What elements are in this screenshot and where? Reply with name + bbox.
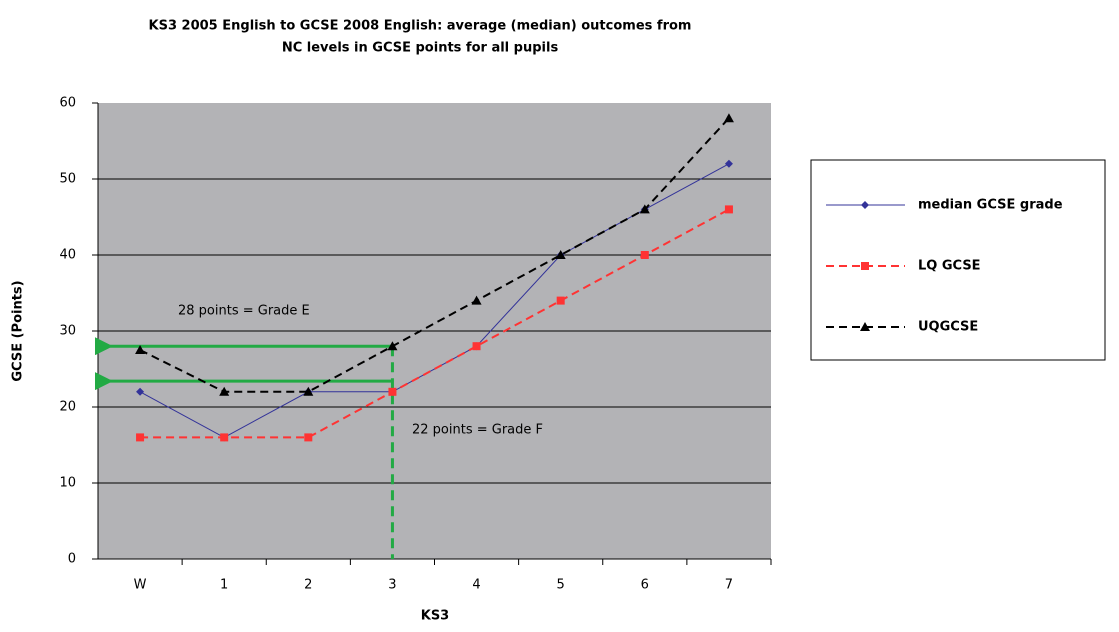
- chart-title: NC levels in GCSE points for all pupils: [282, 41, 559, 56]
- point: [220, 433, 229, 442]
- y-tick-label: 60: [59, 96, 76, 111]
- point: [136, 387, 145, 396]
- legend-label: median GCSE grade: [918, 198, 1063, 213]
- series-line: [139, 163, 730, 438]
- legend-label: UQGCSE: [918, 320, 978, 335]
- point: [639, 204, 650, 214]
- point: [471, 295, 482, 305]
- x-tick-label: 2: [304, 578, 312, 593]
- x-tick-label: 7: [725, 578, 733, 593]
- point: [388, 387, 397, 396]
- point: [555, 250, 566, 259]
- y-tick-label: 40: [59, 248, 76, 263]
- point: [387, 341, 398, 351]
- point: [136, 433, 145, 442]
- y-tick-label: 30: [59, 324, 76, 339]
- point: [723, 113, 734, 123]
- y-axis-label: GCSE (Points): [11, 280, 26, 381]
- x-tick-label: 4: [472, 578, 480, 593]
- x-tick-label: 6: [641, 578, 649, 593]
- point: [724, 205, 733, 214]
- x-tick-label: 3: [388, 578, 396, 593]
- series-line: [140, 208, 730, 439]
- legend-label: LQ GCSE: [918, 259, 981, 274]
- point: [861, 201, 869, 209]
- point: [861, 262, 869, 270]
- point: [472, 342, 481, 351]
- annotation: 28 points = Grade E: [178, 304, 310, 319]
- series-line: [139, 117, 730, 393]
- point: [556, 296, 565, 305]
- point: [860, 322, 870, 331]
- x-tick-label: 1: [220, 578, 228, 593]
- point: [303, 386, 314, 396]
- x-axis-label: KS3: [421, 609, 449, 624]
- point: [135, 345, 146, 354]
- point: [640, 251, 649, 259]
- annotation: 22 points = Grade F: [412, 423, 543, 438]
- x-tick-label: 5: [557, 578, 565, 593]
- y-tick-label: 20: [59, 400, 76, 415]
- y-tick-label: 10: [59, 476, 76, 491]
- chart-title: KS3 2005 English to GCSE 2008 English: a…: [149, 19, 692, 34]
- point: [724, 159, 733, 168]
- point: [304, 433, 313, 442]
- y-tick-label: 0: [68, 552, 76, 567]
- point: [219, 386, 230, 396]
- x-tick-label: W: [134, 578, 147, 593]
- y-tick-label: 50: [59, 172, 76, 187]
